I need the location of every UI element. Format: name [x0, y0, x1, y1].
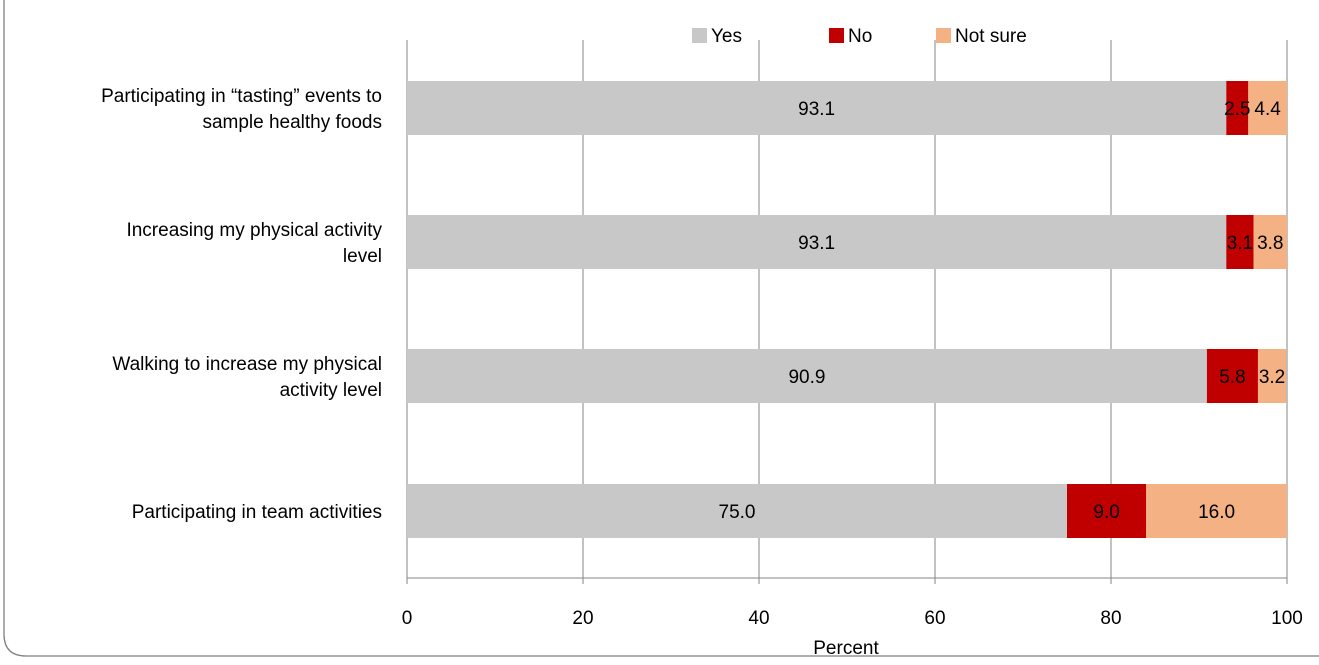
- bar-yes-3: [407, 484, 1067, 538]
- category-labels: Participating in “tasting” events to samp…: [101, 86, 382, 523]
- bar-no-0: [1226, 81, 1249, 135]
- data-label: 5.8: [1219, 367, 1245, 388]
- legend-label: Yes: [711, 26, 742, 47]
- data-label: 3.2: [1259, 367, 1285, 388]
- data-label: 16.0: [1198, 502, 1235, 523]
- category-label-line: activity level: [280, 380, 382, 401]
- bar-no-1: [1226, 215, 1254, 269]
- chart-border: [3, 0, 1319, 657]
- x-tick-label: 20: [572, 608, 593, 629]
- category-label-line: sample healthy foods: [202, 112, 382, 133]
- x-tick-label: 80: [1100, 608, 1121, 629]
- bar-no-3: [1067, 484, 1147, 538]
- category-label: Participating in “tasting” events to samp…: [101, 86, 382, 133]
- data-label: 2.5: [1224, 99, 1250, 120]
- legend: Yes No Not sure: [692, 26, 1027, 47]
- legend-label: Not sure: [955, 26, 1027, 47]
- legend-swatch-no: [829, 28, 844, 43]
- legend-label: No: [848, 26, 872, 47]
- bar-not-sure-0: [1248, 81, 1287, 135]
- category-label-line: Walking to increase my physical: [112, 354, 382, 375]
- bar-no-2: [1206, 349, 1258, 403]
- category-label-line: Increasing my physical activity: [126, 220, 382, 241]
- data-label: 3.1: [1227, 233, 1253, 254]
- bar-yes-2: [407, 349, 1207, 403]
- x-tick-label: 60: [924, 608, 945, 629]
- data-label: 93.1: [798, 99, 835, 120]
- data-label: 4.4: [1254, 99, 1281, 120]
- category-label-line: level: [343, 246, 382, 267]
- data-label: 9.0: [1093, 502, 1119, 523]
- bars: 93.1 2.5 4.4 93.1 3.1 3.8 90.9 5.8 3.2 75.0 9.0 16.…: [407, 81, 1287, 538]
- data-label: 93.1: [798, 233, 835, 254]
- legend-swatch-yes: [692, 28, 707, 43]
- x-axis-title: Percent: [813, 638, 879, 659]
- category-label-line: Participating in “tasting” events to: [101, 86, 382, 107]
- x-tick-label: 100: [1271, 608, 1303, 629]
- data-label: 75.0: [719, 502, 756, 523]
- bar-not-sure-2: [1257, 349, 1287, 403]
- x-tick-label: 40: [748, 608, 769, 629]
- category-label: Participating in team activities: [132, 502, 382, 523]
- x-axis: 0 20 40 60 80 100: [402, 577, 1303, 629]
- data-label: 3.8: [1257, 233, 1283, 254]
- bar-not-sure-1: [1253, 215, 1287, 269]
- bar-not-sure-3: [1146, 484, 1287, 538]
- legend-swatch-not-sure: [936, 28, 951, 43]
- data-label: 90.9: [788, 367, 825, 388]
- category-label: Walking to increase my physical activity …: [112, 354, 382, 401]
- category-label: Increasing my physical activity level: [126, 220, 382, 267]
- x-tick-label: 0: [402, 608, 413, 629]
- bar-yes-0: [407, 81, 1227, 135]
- bar-yes-1: [407, 215, 1227, 269]
- category-label-line: Participating in team activities: [132, 502, 382, 523]
